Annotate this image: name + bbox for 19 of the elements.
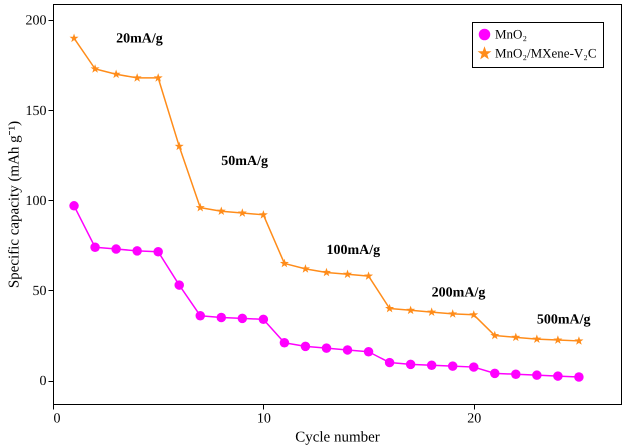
y-tick-label: 50: [32, 284, 46, 299]
annotation: 200mA/g: [432, 285, 486, 300]
y-tick-label: 150: [26, 104, 46, 119]
x-axis-title: Cycle number: [295, 430, 380, 446]
legend-label: MnO₂/MXene-V₂C: [495, 46, 596, 60]
annotation: 50mA/g: [221, 154, 268, 169]
y-tick-label: 100: [26, 194, 46, 209]
x-tick-label: 10: [256, 412, 271, 426]
y-tick-label: 200: [26, 14, 46, 29]
y-axis-title: Specific capacity (mAh g⁻¹): [6, 120, 22, 288]
annotation: 100mA/g: [326, 242, 380, 258]
annotation: 20mA/g: [116, 31, 163, 46]
point: [70, 33, 79, 42]
y-tick-label: 0: [40, 374, 46, 390]
point: [511, 370, 521, 380]
annotation: 500mA/g: [536, 312, 591, 328]
legend-label: MnO₂: [495, 26, 527, 42]
x-tick-label: 20: [467, 412, 482, 426]
x-tick-label: 0: [54, 412, 60, 426]
